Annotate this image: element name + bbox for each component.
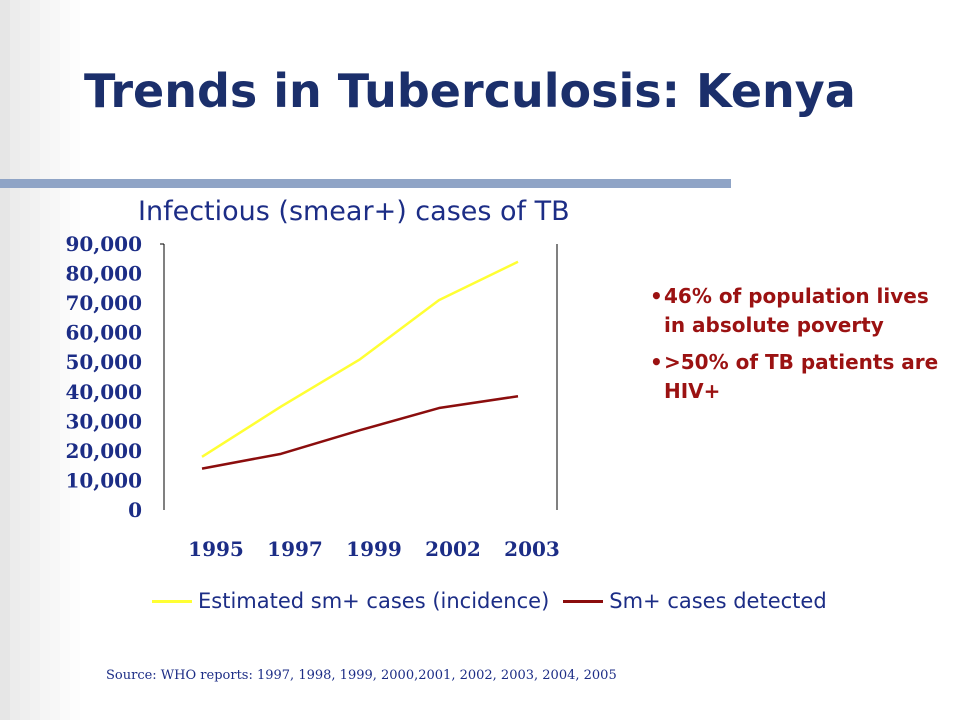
x-tick-label: 2003 xyxy=(504,537,560,561)
legend-item: Estimated sm+ cases (incidence) xyxy=(152,589,549,613)
chart-legend: Estimated sm+ cases (incidence) Sm+ cases… xyxy=(152,588,841,614)
x-tick-label: 2002 xyxy=(425,537,481,561)
y-tick-label: 80,000 xyxy=(65,262,142,286)
y-tick-label: 60,000 xyxy=(65,321,142,345)
y-tick-label: 90,000 xyxy=(65,232,142,256)
legend-swatch xyxy=(152,599,192,603)
bullet-item: 46% of population lives in absolute pove… xyxy=(648,282,953,340)
y-tick-label: 70,000 xyxy=(65,291,142,315)
x-tick-label: 1995 xyxy=(188,537,244,561)
title-divider xyxy=(0,179,731,188)
series-line-detected xyxy=(201,394,519,470)
x-tick-label: 1999 xyxy=(346,537,402,561)
bullet-item: >50% of TB patients are HIV+ xyxy=(648,348,953,406)
chart-title: Infectious (smear+) cases of TB xyxy=(138,196,570,227)
legend-item: Sm+ cases detected xyxy=(563,589,827,613)
background-stripes xyxy=(0,0,80,720)
x-tick-label: 1997 xyxy=(267,537,323,561)
y-tick-label: 20,000 xyxy=(65,439,142,463)
legend-label: Sm+ cases detected xyxy=(609,589,827,613)
legend-label: Estimated sm+ cases (incidence) xyxy=(198,589,550,613)
y-tick-label: 50,000 xyxy=(65,350,142,374)
legend-swatch xyxy=(563,599,604,603)
source-note: Source: WHO reports: 1997, 1998, 1999, 2… xyxy=(106,668,617,683)
slide-title: Trends in Tuberculosis: Kenya xyxy=(84,64,856,118)
y-tick-label: 30,000 xyxy=(65,409,142,433)
y-tick-label: 40,000 xyxy=(65,380,142,404)
y-tick-label: 0 xyxy=(128,498,142,522)
y-tick-label: 10,000 xyxy=(65,468,142,492)
bullet-list: 46% of population lives in absolute pove… xyxy=(648,282,953,414)
series-line-estimated xyxy=(201,260,519,458)
